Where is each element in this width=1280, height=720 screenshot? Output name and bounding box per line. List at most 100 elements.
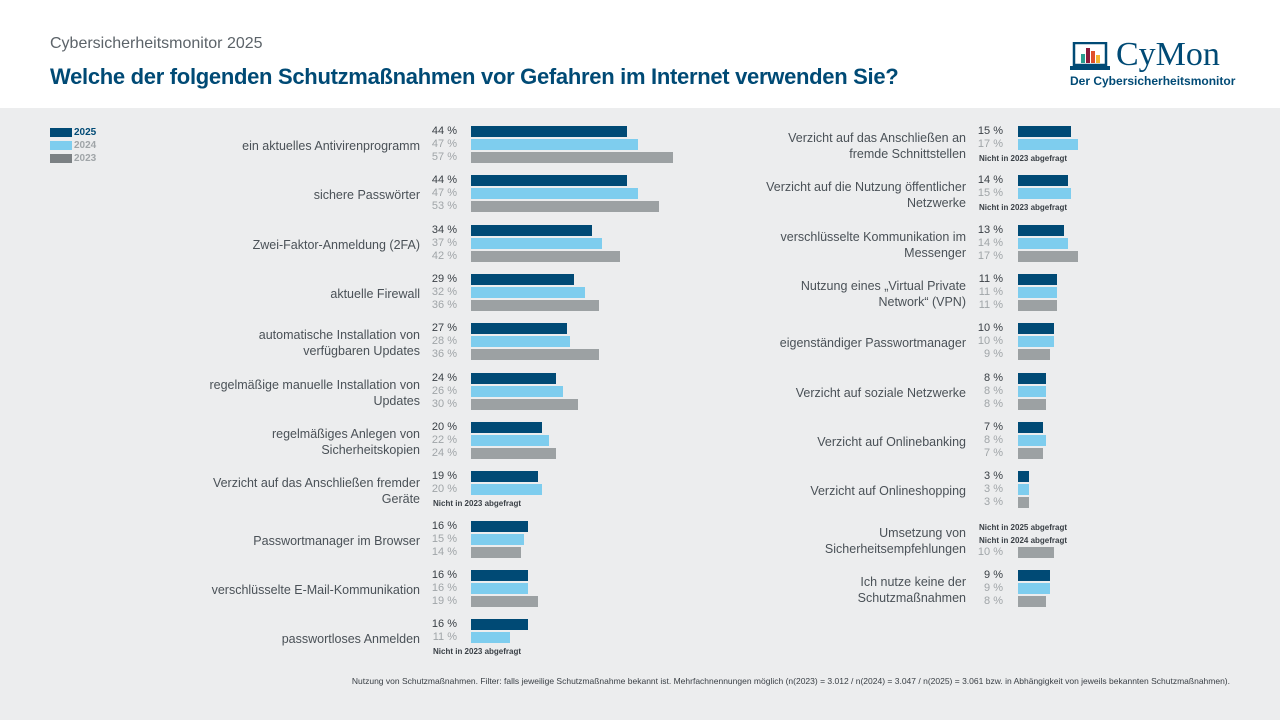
- bar-group: aktuelle Firewall 29 % 32 % 36 %: [0, 273, 1280, 314]
- value-label-2025: 16 %: [431, 569, 457, 581]
- bar-2024: [1018, 583, 1050, 594]
- bar-2023: [1018, 596, 1047, 607]
- category-label: Verzicht auf die Nutzung öffentlicher Ne…: [766, 180, 966, 210]
- bar-group: Zwei-Faktor-Anmeldung (2FA) 34 % 37 % 42 %: [0, 224, 1280, 265]
- bar-2025: [1018, 422, 1043, 433]
- bar-2024: [1018, 188, 1072, 199]
- value-label-2025: 44 %: [431, 125, 457, 137]
- category-label: Verzicht auf soziale Netzwerke: [795, 386, 966, 400]
- bar-group: Verzicht auf Onlinebanking 7 % 8 % 7 %: [0, 421, 1280, 462]
- value-label-2024: 8 %: [984, 434, 1003, 446]
- legend-swatch: [50, 140, 72, 150]
- category-label: Verzicht auf Onlinebanking: [817, 435, 966, 449]
- bar-2024: [471, 583, 528, 594]
- bar-2025: [471, 126, 628, 137]
- value-label-2025: 10 %: [977, 322, 1003, 334]
- bar-2024: [471, 534, 525, 545]
- bar-2025: [471, 471, 539, 482]
- category-label: ein aktuelles Antivirenprogramm: [242, 139, 420, 153]
- value-label-2023: 53 %: [431, 200, 457, 212]
- value-label-2024: 47 %: [431, 138, 457, 150]
- value-label-2024: 26 %: [431, 385, 457, 397]
- value-label-2025: 16 %: [431, 520, 457, 532]
- value-label-2024: 11 %: [978, 286, 1003, 298]
- value-label-2023: 36 %: [431, 299, 457, 311]
- bar-2024: [471, 188, 638, 199]
- bar-2024: [1018, 139, 1079, 150]
- value-label-2023: 3 %: [984, 496, 1003, 508]
- value-label-2024: 28 %: [431, 335, 457, 347]
- value-label-2024: 15 %: [431, 533, 457, 545]
- bar-2023: [471, 448, 557, 459]
- bar-2025: [1018, 175, 1068, 186]
- bar-2025: [1018, 471, 1029, 482]
- bar-2023: [471, 399, 578, 410]
- value-label-2025: 9 %: [984, 569, 1003, 581]
- bar-2024: [1018, 287, 1058, 298]
- value-label-2024: 37 %: [431, 237, 457, 249]
- laptop-chart-icon: [1070, 42, 1110, 70]
- value-label-2023: 17 %: [977, 250, 1003, 262]
- legend-label: 2024: [74, 139, 97, 151]
- value-label-2025: 29 %: [431, 273, 457, 285]
- not-surveyed-note: Nicht in 2025 abgefragt: [979, 523, 1068, 532]
- value-label-2025: 14 %: [977, 174, 1003, 186]
- bar-2024: [471, 238, 603, 249]
- bar-group: ein aktuelles Antivirenprogramm 44 % 47 % 5…: [0, 125, 1280, 166]
- value-label-2024: 16 %: [431, 582, 457, 594]
- category-label: Zwei-Faktor-Anmeldung (2FA): [252, 238, 420, 252]
- value-label-2025: 3 %: [984, 470, 1003, 482]
- bar-2023: [471, 201, 660, 212]
- bar-2024: [1018, 238, 1068, 249]
- bar-group: sichere Passwörter 44 % 47 % 53 %: [0, 174, 1280, 215]
- bar-2023: [471, 251, 621, 262]
- bar-group: regelmäßige manuelle Installation von Up…: [0, 372, 1280, 413]
- category-label: Verzicht auf Onlineshopping: [810, 484, 966, 498]
- bar-2025: [1018, 323, 1054, 334]
- value-label-2023: 8 %: [984, 595, 1003, 607]
- bar-group: Umsetzung von Sicherheitsempfehlungen Nic…: [0, 521, 1280, 561]
- bar-2025: [471, 619, 528, 630]
- bar-2025: [1018, 274, 1058, 285]
- category-label: Verzicht auf das Anschließen an fremde S…: [788, 131, 966, 161]
- bar-2025: [471, 225, 592, 236]
- category-label: sichere Passwörter: [313, 188, 420, 202]
- bar-2025: [471, 373, 557, 384]
- bar-2024: [471, 287, 585, 298]
- category-label: eigenständiger Passwortmanager: [779, 336, 966, 350]
- category-label: Ich nutze keine der Schutzmaßnahmen: [857, 575, 966, 605]
- value-label-2024: 10 %: [977, 335, 1003, 347]
- bar-2023: [471, 300, 599, 311]
- bar-group: automatische Installation von verfügbare…: [0, 322, 1280, 363]
- value-label-2024: 8 %: [984, 385, 1003, 397]
- bar-2023: [1018, 349, 1050, 360]
- bar-2023: [471, 596, 539, 607]
- value-label-2023: 10 %: [977, 546, 1003, 558]
- bar-group: Ich nutze keine der Schutzmaßnahmen 9 % 9 …: [0, 569, 1280, 610]
- bar-2024: [471, 139, 638, 150]
- value-label-2024: 14 %: [977, 237, 1003, 249]
- value-label-2025: 15 %: [977, 125, 1003, 137]
- value-label-2025: 11 %: [978, 273, 1003, 285]
- value-label-2023: 24 %: [431, 447, 457, 459]
- bar-2024: [1018, 484, 1029, 495]
- value-label-2025: 20 %: [431, 421, 457, 433]
- value-label-2023: 57 %: [431, 151, 457, 163]
- bar-group: regelmäßiges Anlegen von Sicherheitskopi…: [0, 421, 1280, 462]
- bar-2023: [1018, 547, 1054, 558]
- bar-group: Verzicht auf das Anschließen fremder Ger…: [0, 470, 1280, 511]
- bar-group: Verzicht auf das Anschließen an fremde S…: [0, 125, 1280, 166]
- bar-group: verschlüsselte E-Mail-Kommunikation 16 % 1…: [0, 569, 1280, 610]
- bar-2024: [1018, 435, 1047, 446]
- value-label-2025: 27 %: [431, 322, 457, 334]
- value-label-2025: 44 %: [431, 174, 457, 186]
- page-title: Welche der folgenden Schutzmaßnahmen vor…: [50, 64, 899, 89]
- value-label-2023: 11 %: [978, 299, 1003, 311]
- legend-item-2025: 2025: [50, 126, 96, 138]
- bar-2025: [471, 175, 628, 186]
- value-label-2025: 24 %: [431, 372, 457, 384]
- bar-2023: [1018, 399, 1047, 410]
- value-label-2024: 47 %: [431, 187, 457, 199]
- category-label: automatische Installation von verfügbare…: [258, 328, 420, 358]
- category-label: Passwortmanager im Browser: [253, 534, 420, 548]
